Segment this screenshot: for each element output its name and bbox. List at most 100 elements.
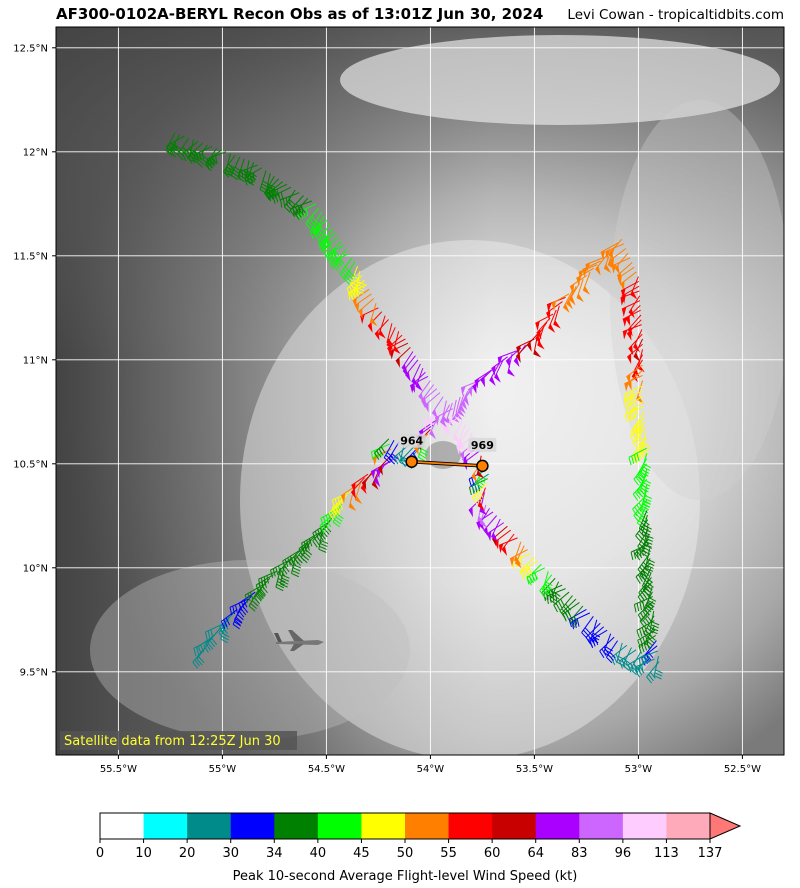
wind-barb xyxy=(526,563,542,586)
wind-barb xyxy=(270,560,289,578)
wind-barb xyxy=(551,293,570,312)
wind-barb xyxy=(562,289,574,313)
wind-barb xyxy=(605,243,625,260)
wind-barb xyxy=(535,322,548,345)
lon-tick-label: 55.5°W xyxy=(100,764,137,775)
wind-barb xyxy=(635,519,649,543)
colorbar-tick-label: 34 xyxy=(266,846,283,861)
wind-barb xyxy=(320,507,339,526)
wind-barb xyxy=(471,473,489,493)
wind-barb xyxy=(369,303,378,327)
wind-barb xyxy=(317,224,331,248)
wind-barb xyxy=(638,634,656,654)
map-title: AF300-0102A-BERYL Recon Obs as of 13:01Z… xyxy=(56,5,544,23)
wind-barb xyxy=(497,350,517,366)
wind-barb xyxy=(636,380,644,404)
lat-lon-grid xyxy=(56,27,784,755)
colorbar-segment xyxy=(317,813,362,839)
colorbar-tick-label: 83 xyxy=(571,846,588,861)
colorbar-segment xyxy=(579,813,624,839)
lat-tick-label: 10°N xyxy=(23,563,48,574)
wind-barb xyxy=(388,441,400,465)
wind-barb xyxy=(536,317,551,340)
wind-barb xyxy=(305,207,320,230)
wind-barb xyxy=(280,192,300,208)
wind-barb xyxy=(624,374,643,392)
wind-barb xyxy=(494,359,504,383)
wind-barb xyxy=(624,406,644,422)
wind-barb xyxy=(535,313,554,331)
wind-barb xyxy=(205,148,218,172)
colorbar-tick-label: 30 xyxy=(222,846,239,861)
wind-barb xyxy=(576,279,584,303)
lon-tick-label: 52.5°W xyxy=(724,764,761,775)
wind-barb xyxy=(542,571,553,595)
wind-barb xyxy=(444,412,457,435)
colorbar-segment xyxy=(274,813,319,839)
colorbar-segment xyxy=(143,813,188,839)
credit-text: Levi Cowan - tropicaltidbits.com xyxy=(567,7,784,23)
colorbar-tick-label: 55 xyxy=(440,846,457,861)
colorbar-tick-label: 0 xyxy=(96,846,104,861)
wind-barb xyxy=(378,315,386,339)
wind-barb xyxy=(196,144,208,168)
wind-barb xyxy=(513,541,522,565)
wind-barb xyxy=(428,408,445,428)
wind-barb xyxy=(553,305,561,329)
wind-barb xyxy=(374,438,390,460)
pressure-label: 964 xyxy=(400,435,423,448)
satellite-note-box xyxy=(60,731,297,750)
pressure-ob-marker xyxy=(405,455,418,468)
wind-barb xyxy=(622,324,642,340)
c130-aircraft-icon xyxy=(274,630,324,651)
wind-barb xyxy=(620,290,640,306)
lat-tick-label: 12°N xyxy=(23,147,48,158)
wind-barb xyxy=(355,270,366,295)
wind-barb xyxy=(630,543,650,561)
wind-barb xyxy=(332,249,347,272)
pressure-label-box xyxy=(468,437,497,452)
wind-barb xyxy=(483,515,498,538)
wind-barb xyxy=(617,266,635,286)
colorbar-tick-label: 60 xyxy=(484,846,501,861)
lat-tick-label: 11.5°N xyxy=(13,251,48,262)
wind-barb xyxy=(452,420,463,444)
axis-ticks: 12.5°N 12°N 11.5°N 11°N 10.5°N 10°N 9.5°N 55.5°… xyxy=(13,43,761,775)
center-fix-line xyxy=(411,460,483,467)
wind-barb xyxy=(630,651,642,676)
wind-barb xyxy=(339,257,353,281)
lon-tick-label: 55°W xyxy=(209,764,237,775)
wind-barb xyxy=(553,591,570,613)
wind-barb xyxy=(616,642,626,667)
satellite-image xyxy=(56,27,784,755)
wind-barb xyxy=(224,153,235,177)
lon-tick-label: 53°W xyxy=(625,764,653,775)
colorbar-segment xyxy=(100,813,145,839)
wind-barb xyxy=(457,393,465,417)
wind-barb xyxy=(352,288,370,309)
colorbar-tick-label: 40 xyxy=(310,846,327,861)
wind-barb xyxy=(237,158,248,183)
wind-barb xyxy=(582,271,591,295)
wind-barb xyxy=(417,438,429,462)
colorbar-extend-arrow xyxy=(709,812,742,840)
wind-barb xyxy=(327,240,342,263)
lat-tick-label: 10.5°N xyxy=(13,459,48,470)
colorbar-tick-label: 137 xyxy=(698,846,723,861)
wind-barb xyxy=(548,309,557,333)
wind-barb xyxy=(566,286,577,310)
wind-barb xyxy=(383,439,395,464)
wind-barb xyxy=(289,195,304,218)
colorbar-title: Peak 10-second Average Flight-level Wind… xyxy=(233,869,578,884)
colorbar-tick-label: 20 xyxy=(179,846,196,861)
colorbar-tick-label: 113 xyxy=(654,846,679,861)
pressure-label: 969 xyxy=(471,439,494,452)
wind-barb xyxy=(351,473,369,493)
colorbar-segment xyxy=(666,813,711,839)
wind-barb xyxy=(625,305,641,327)
colorbar-segment xyxy=(535,813,580,839)
wind-barb xyxy=(595,253,609,276)
colorbar-segment xyxy=(230,813,275,839)
wind-barb xyxy=(165,132,177,156)
colorbar-segment xyxy=(187,813,232,839)
